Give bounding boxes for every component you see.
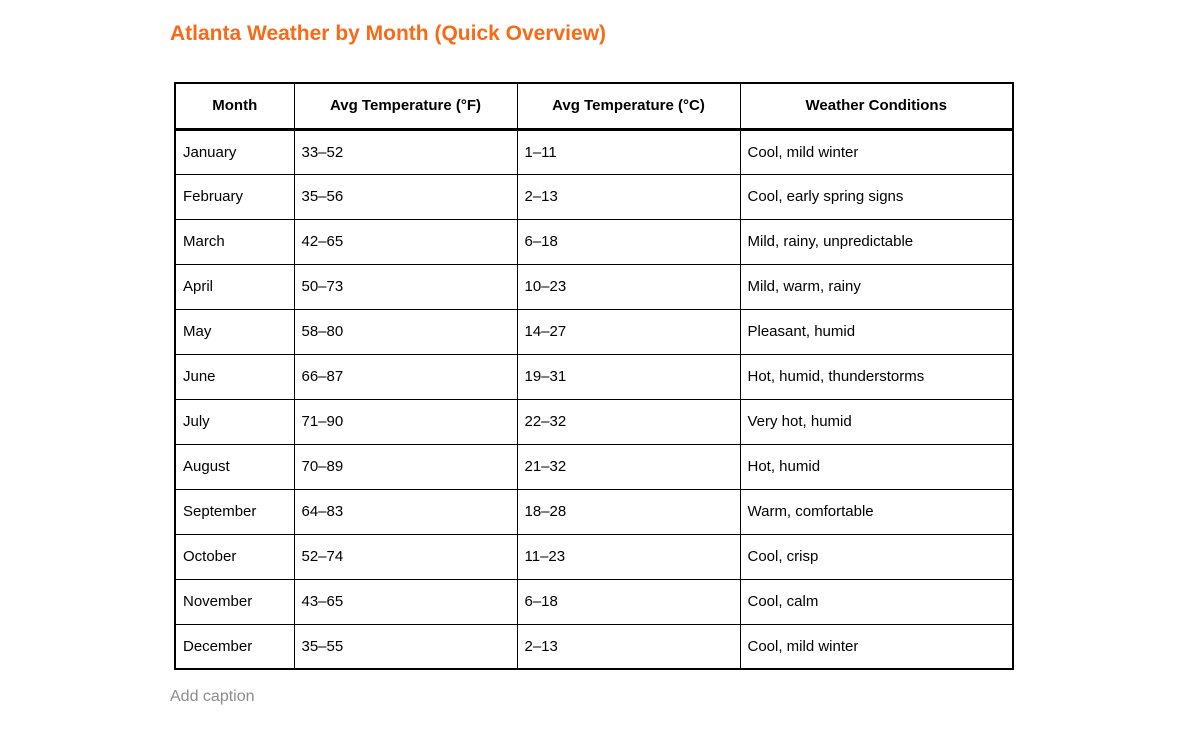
cell-conditions[interactable]: Pleasant, humid <box>739 308 1014 355</box>
cell-temp-c[interactable]: 6–18 <box>516 578 741 625</box>
table-header-temp-f[interactable]: Avg Temperature (°F) <box>293 82 518 131</box>
cell-temp-f[interactable]: 42–65 <box>293 218 518 265</box>
page-title[interactable]: Atlanta Weather by Month (Quick Overview… <box>170 22 607 45</box>
cell-temp-f[interactable]: 50–73 <box>293 263 518 310</box>
table-row: June 66–87 19–31 Hot, humid, thunderstor… <box>174 353 1014 400</box>
cell-month[interactable]: July <box>174 398 295 445</box>
add-caption-placeholder[interactable]: Add caption <box>170 688 255 705</box>
cell-temp-c[interactable]: 21–32 <box>516 443 741 490</box>
cell-month[interactable]: February <box>174 173 295 220</box>
cell-temp-c[interactable]: 10–23 <box>516 263 741 310</box>
cell-conditions[interactable]: Cool, mild winter <box>739 623 1014 670</box>
table-row: March 42–65 6–18 Mild, rainy, unpredicta… <box>174 218 1014 265</box>
cell-month[interactable]: August <box>174 443 295 490</box>
cell-month[interactable]: May <box>174 308 295 355</box>
table-header-row: Month Avg Temperature (°F) Avg Temperatu… <box>174 82 1014 131</box>
cell-temp-c[interactable]: 19–31 <box>516 353 741 400</box>
cell-conditions[interactable]: Hot, humid <box>739 443 1014 490</box>
cell-temp-f[interactable]: 52–74 <box>293 533 518 580</box>
table-row: November 43–65 6–18 Cool, calm <box>174 578 1014 625</box>
cell-month[interactable]: October <box>174 533 295 580</box>
cell-temp-f[interactable]: 64–83 <box>293 488 518 535</box>
table-row: August 70–89 21–32 Hot, humid <box>174 443 1014 490</box>
cell-temp-c[interactable]: 11–23 <box>516 533 741 580</box>
cell-temp-f[interactable]: 43–65 <box>293 578 518 625</box>
cell-month[interactable]: December <box>174 623 295 670</box>
cell-conditions[interactable]: Cool, mild winter <box>739 128 1014 175</box>
cell-conditions[interactable]: Hot, humid, thunderstorms <box>739 353 1014 400</box>
cell-temp-f[interactable]: 35–55 <box>293 623 518 670</box>
table-row: December 35–55 2–13 Cool, mild winter <box>174 623 1014 670</box>
table-body: January 33–52 1–11 Cool, mild winter Feb… <box>174 128 1014 670</box>
cell-conditions[interactable]: Cool, calm <box>739 578 1014 625</box>
cell-month[interactable]: March <box>174 218 295 265</box>
cell-temp-c[interactable]: 1–11 <box>516 128 741 175</box>
cell-month[interactable]: September <box>174 488 295 535</box>
cell-temp-c[interactable]: 6–18 <box>516 218 741 265</box>
table-row: July 71–90 22–32 Very hot, humid <box>174 398 1014 445</box>
cell-temp-c[interactable]: 18–28 <box>516 488 741 535</box>
cell-temp-c[interactable]: 2–13 <box>516 623 741 670</box>
cell-temp-f[interactable]: 71–90 <box>293 398 518 445</box>
cell-conditions[interactable]: Cool, early spring signs <box>739 173 1014 220</box>
weather-table: Month Avg Temperature (°F) Avg Temperatu… <box>174 82 1014 670</box>
table-row: February 35–56 2–13 Cool, early spring s… <box>174 173 1014 220</box>
cell-temp-c[interactable]: 22–32 <box>516 398 741 445</box>
cell-temp-f[interactable]: 70–89 <box>293 443 518 490</box>
cell-month[interactable]: November <box>174 578 295 625</box>
cell-month[interactable]: June <box>174 353 295 400</box>
table-header-temp-c[interactable]: Avg Temperature (°C) <box>516 82 741 131</box>
cell-temp-f[interactable]: 35–56 <box>293 173 518 220</box>
cell-conditions[interactable]: Very hot, humid <box>739 398 1014 445</box>
table-header-month[interactable]: Month <box>174 82 295 131</box>
cell-conditions[interactable]: Mild, warm, rainy <box>739 263 1014 310</box>
table-row: October 52–74 11–23 Cool, crisp <box>174 533 1014 580</box>
cell-temp-f[interactable]: 33–52 <box>293 128 518 175</box>
table-header-conditions[interactable]: Weather Conditions <box>739 82 1014 131</box>
table-row: May 58–80 14–27 Pleasant, humid <box>174 308 1014 355</box>
cell-temp-c[interactable]: 2–13 <box>516 173 741 220</box>
cell-temp-c[interactable]: 14–27 <box>516 308 741 355</box>
cell-temp-f[interactable]: 66–87 <box>293 353 518 400</box>
cell-conditions[interactable]: Cool, crisp <box>739 533 1014 580</box>
table-row: September 64–83 18–28 Warm, comfortable <box>174 488 1014 535</box>
table-row: April 50–73 10–23 Mild, warm, rainy <box>174 263 1014 310</box>
cell-conditions[interactable]: Warm, comfortable <box>739 488 1014 535</box>
table-row: January 33–52 1–11 Cool, mild winter <box>174 128 1014 175</box>
cell-conditions[interactable]: Mild, rainy, unpredictable <box>739 218 1014 265</box>
cell-temp-f[interactable]: 58–80 <box>293 308 518 355</box>
cell-month[interactable]: April <box>174 263 295 310</box>
cell-month[interactable]: January <box>174 128 295 175</box>
